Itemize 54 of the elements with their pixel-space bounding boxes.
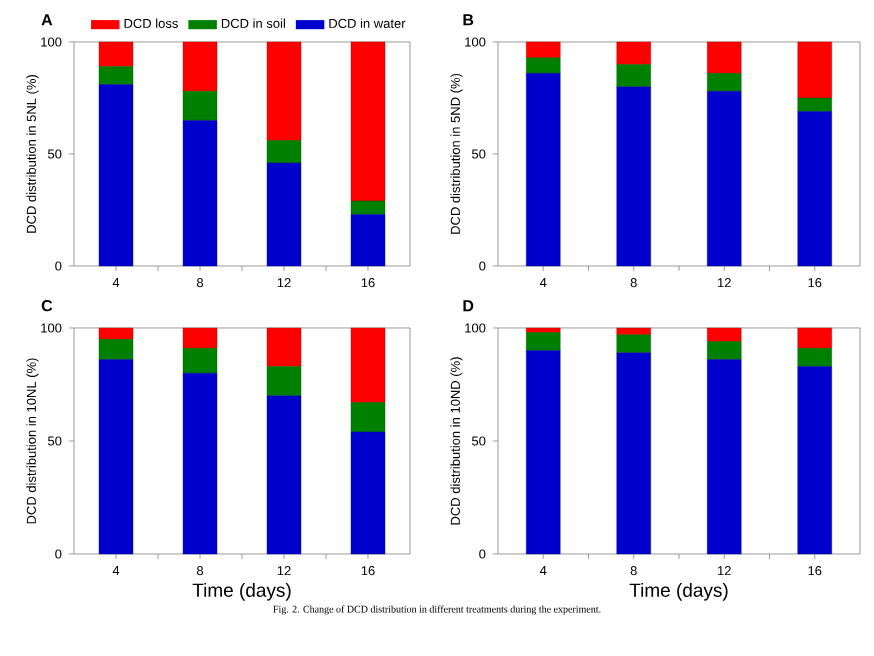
bar: [797, 348, 832, 367]
bar: [182, 327, 218, 349]
bar: [350, 41, 386, 202]
x-axis-title: Time (days): [629, 582, 728, 601]
bar: [182, 91, 218, 121]
bar: [266, 140, 302, 164]
bar: [526, 350, 561, 555]
bar: [266, 395, 302, 555]
bar: [98, 339, 134, 360]
bar: [182, 372, 218, 555]
bar: [266, 162, 302, 267]
bar: [266, 366, 302, 396]
bar: [707, 341, 742, 360]
bar: [350, 402, 386, 433]
bar: [98, 359, 134, 555]
bar: [98, 41, 134, 67]
bar: [98, 66, 134, 85]
bar: [266, 41, 302, 141]
bar: [350, 200, 386, 215]
bar: [98, 327, 134, 340]
bar: [526, 332, 561, 351]
bar: [98, 84, 134, 267]
bar: [526, 57, 561, 74]
bar: [350, 327, 386, 403]
bar: [350, 214, 386, 267]
bar: [707, 327, 742, 342]
bar: [616, 327, 651, 335]
bar: [526, 327, 561, 333]
bar: [616, 86, 651, 267]
bar: [182, 348, 218, 374]
bar: [797, 111, 832, 267]
bar: [707, 91, 742, 267]
bar: [616, 64, 651, 87]
bar: [707, 73, 742, 92]
bar: [182, 120, 218, 267]
bar: [797, 41, 832, 99]
bar: [526, 41, 561, 58]
chart-title: B: [463, 14, 474, 26]
bar: [350, 431, 386, 555]
bar: [616, 352, 651, 555]
x-axis-title: Time (days): [192, 582, 291, 601]
bar: [616, 334, 651, 354]
bar: [526, 73, 561, 267]
bar: [616, 41, 651, 65]
chart-title: C: [41, 300, 53, 312]
chart-title: A: [41, 14, 53, 26]
bar: [707, 359, 742, 555]
bar: [707, 41, 742, 74]
chart-title: D: [463, 300, 474, 312]
bar: [797, 97, 832, 112]
bar: [797, 366, 832, 555]
bar: [182, 41, 218, 92]
bar: [266, 327, 302, 367]
bar: [797, 327, 832, 349]
